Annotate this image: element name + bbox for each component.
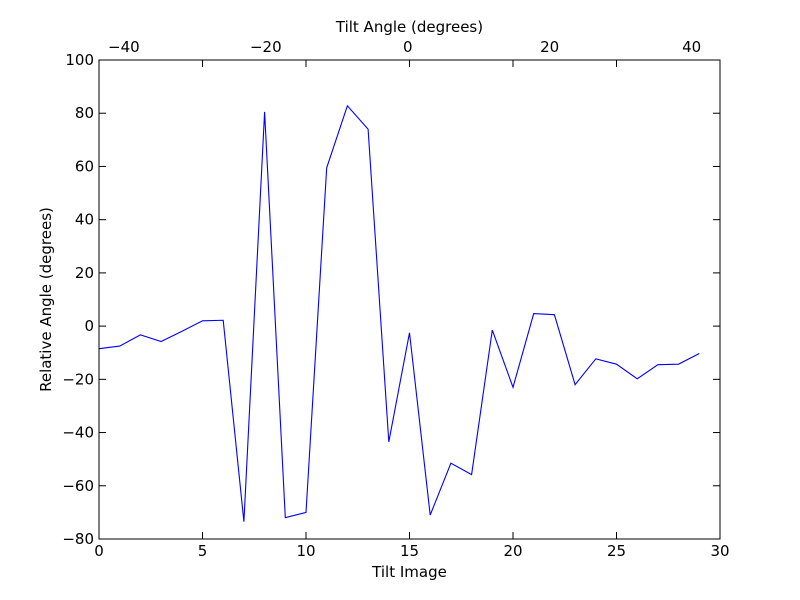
series-line (98, 104, 700, 522)
top-x-tick-label: 40 (682, 38, 701, 56)
plot-frame (98, 59, 721, 540)
y-tick-label: −80 (62, 530, 94, 548)
y-tick-label: −20 (62, 370, 94, 388)
top-x-tick-label: 0 (403, 38, 413, 56)
y-tick-label: 100 (65, 51, 94, 69)
bottom-x-axis: 0 5 10 15 20 25 30 (94, 60, 730, 560)
top-x-tick-label: 20 (540, 38, 559, 56)
top-x-tick-label: −20 (250, 38, 282, 56)
y-tick-label: −40 (62, 424, 94, 442)
right-y-axis-ticks (713, 59, 720, 540)
x-tick-label: 10 (296, 542, 315, 560)
x-tick-label: 30 (710, 542, 729, 560)
y-tick-label: −60 (62, 477, 94, 495)
x-tick-label: 15 (400, 542, 419, 560)
y-tick-label: 60 (75, 157, 94, 175)
y-tick-label: 20 (75, 264, 94, 282)
x-tick-label: 20 (503, 542, 522, 560)
x-tick-label: 25 (607, 542, 626, 560)
x-tick-label: 5 (198, 542, 208, 560)
x-tick-label: 0 (94, 542, 104, 560)
left-y-axis: −80 −60 −40 −20 0 20 40 60 80 100 (62, 51, 106, 548)
top-x-axis: −40 −20 0 20 40 (108, 38, 701, 56)
y-tick-label: 0 (84, 317, 94, 335)
y-axis-title: Relative Angle (degrees) (37, 207, 55, 392)
y-tick-label: 80 (75, 104, 94, 122)
x-axis-title: Tilt Image (371, 563, 447, 581)
y-tick-label: 40 (75, 211, 94, 229)
top-x-tick-label: −40 (108, 38, 140, 56)
top-x-axis-title: Tilt Angle (degrees) (335, 18, 483, 36)
series-layer (98, 104, 700, 522)
